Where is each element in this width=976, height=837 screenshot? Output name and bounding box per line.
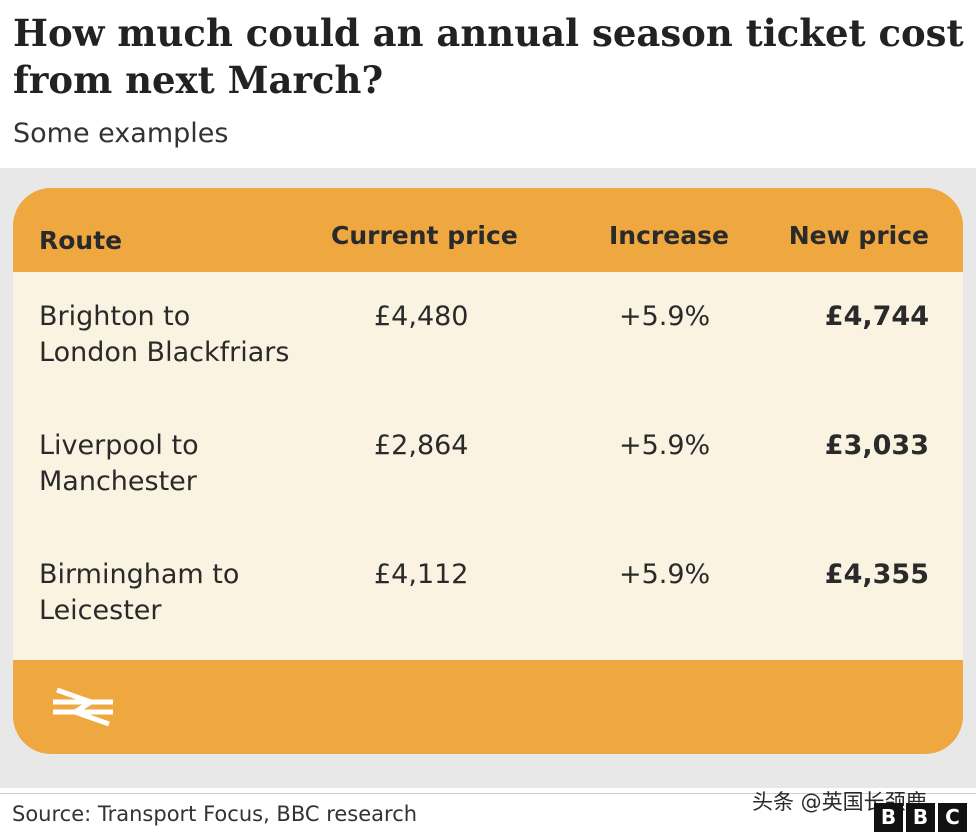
increase-cell: +5.9% [619,430,711,461]
bbc-logo-block: B [906,803,935,832]
chart-title: How much could an annual season ticket c… [13,11,964,102]
route-line: London Blackfriars [39,337,290,368]
national-rail-icon [53,687,113,727]
current-price-cell: £2,864 [374,430,469,461]
route-line: Birmingham to [39,559,240,590]
route-line: Manchester [39,466,197,497]
column-header-route: Route [39,226,123,255]
route-cell: Liverpool to Manchester [39,428,329,500]
new-price-cell: £3,033 [824,430,929,461]
bbc-logo-block: B [874,803,903,832]
route-line: Leicester [39,595,162,626]
column-header-current-price: Current price [331,221,518,250]
current-price-cell: £4,480 [374,301,469,332]
bbc-logo-block: C [938,803,967,832]
source-note: Source: Transport Focus, BBC research [12,802,418,826]
route-line: Brighton to [39,301,191,332]
route-cell: Brighton to London Blackfriars [39,299,329,371]
bbc-logo: B B C [874,803,967,832]
route-cell: Birmingham to Leicester [39,557,329,629]
table-body: Brighton to London Blackfriars £4,480 +5… [13,272,963,660]
current-price-cell: £4,112 [374,559,469,590]
table-panel: Route Current price Increase New price B… [0,168,976,788]
chart-subtitle: Some examples [13,118,229,149]
route-line: Liverpool to [39,430,199,461]
new-price-cell: £4,744 [824,301,929,332]
increase-cell: +5.9% [619,559,711,590]
footer-divider [0,793,976,794]
column-header-new-price: New price [788,221,929,250]
new-price-cell: £4,355 [824,559,929,590]
column-header-increase: Increase [609,221,729,250]
increase-cell: +5.9% [619,301,711,332]
table-row: Brighton to London Blackfriars £4,480 +5… [13,299,963,399]
table-row: Liverpool to Manchester £2,864 +5.9% £3,… [13,428,963,528]
ticket-table-card: Route Current price Increase New price B… [13,188,963,754]
table-row: Birmingham to Leicester £4,112 +5.9% £4,… [13,557,963,657]
